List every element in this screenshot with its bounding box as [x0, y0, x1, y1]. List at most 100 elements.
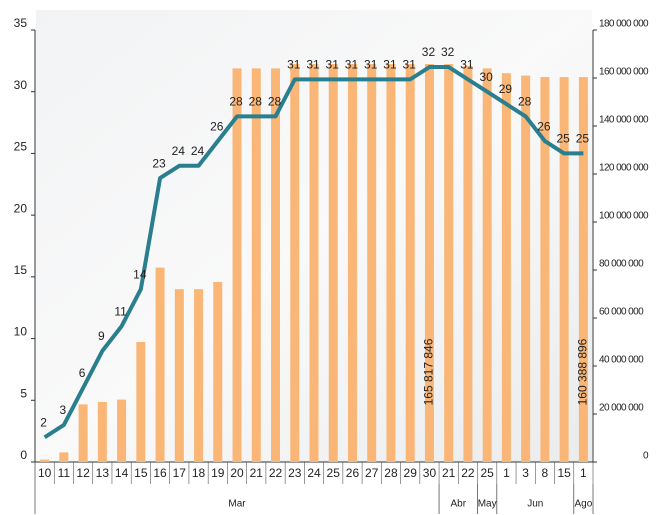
- bar: [251, 68, 261, 463]
- y2-tick-label: 180 000 000: [599, 19, 649, 30]
- y2-tick-label: 140 000 000: [599, 115, 649, 126]
- x-tick-label: 29: [404, 466, 418, 480]
- x-tick-label: 21: [250, 466, 264, 480]
- y-tick-label: 20: [14, 201, 28, 215]
- x-tick-label: 1: [503, 466, 510, 480]
- line-value-label: 31: [287, 58, 301, 72]
- line-value-label: 11: [114, 304, 127, 318]
- x-tick-label: 18: [192, 466, 206, 480]
- line-value-label: 3: [60, 403, 67, 417]
- line-value-label: 32: [441, 45, 455, 59]
- x-tick-label: 8: [542, 466, 549, 480]
- x-tick-label: 10: [38, 466, 52, 480]
- bar: [463, 66, 473, 462]
- bar: [40, 459, 50, 462]
- y2-tick-label: 60 000 000: [599, 307, 644, 318]
- y2-tick-label: 160 000 000: [599, 67, 649, 78]
- line: [43, 65, 584, 439]
- x-tick-label: 1: [580, 466, 587, 480]
- line-value-label: 29: [499, 82, 513, 96]
- y-tick-label: 5: [20, 386, 27, 400]
- group-label: Ago: [574, 499, 592, 510]
- bar: [367, 64, 377, 462]
- x-tick-label: 23: [288, 466, 302, 480]
- x-tick-label: 25: [327, 466, 341, 480]
- bar: [194, 289, 204, 462]
- x-tick-label: 17: [173, 466, 187, 480]
- bar: [117, 399, 127, 462]
- bar: [559, 77, 569, 462]
- bar: [482, 68, 492, 463]
- x-tick-label: 27: [365, 466, 379, 480]
- line-value-label: 31: [403, 58, 417, 72]
- line-value-label: 31: [364, 58, 378, 72]
- x-tick-label: 13: [96, 466, 110, 480]
- bar-value-label: 160 388 896: [576, 338, 590, 405]
- y-tick-label: 15: [14, 263, 28, 277]
- x-tick-label: 15: [134, 466, 148, 480]
- x-tick-label: 20: [230, 466, 244, 480]
- y-tick-label: 25: [14, 140, 28, 154]
- line-value-label: 31: [460, 58, 474, 72]
- bar: [424, 64, 434, 462]
- bar: [386, 64, 396, 462]
- x-tick-label: 28: [384, 466, 398, 480]
- y-tick-label: 0: [20, 448, 27, 462]
- line-value-label: 6: [79, 366, 86, 380]
- y2-tick-label: 100 000 000: [599, 211, 649, 222]
- bar: [290, 64, 300, 462]
- bar: [405, 64, 415, 462]
- y-tick-label: 10: [14, 325, 28, 339]
- bar: [78, 404, 88, 462]
- bar: [444, 64, 454, 462]
- line-value-label: 24: [191, 144, 205, 158]
- bar: [213, 282, 223, 462]
- y2-tick-label: 120 000 000: [599, 163, 649, 174]
- x-tick-label: 26: [346, 466, 360, 480]
- line-value-label: 23: [152, 156, 166, 170]
- line-value-label: 31: [326, 58, 340, 72]
- bar: [501, 73, 511, 462]
- bar: [309, 64, 319, 462]
- line-value-label: 32: [422, 45, 436, 59]
- line-value-label: 26: [537, 119, 551, 133]
- x-tick-label: 14: [115, 466, 129, 480]
- x-tick-label: 3: [522, 466, 529, 480]
- bar: [328, 64, 338, 462]
- line-value-label: 25: [576, 132, 590, 146]
- group-label: Mar: [228, 499, 246, 510]
- x-tick-label: 25: [480, 466, 494, 480]
- bar: [155, 267, 165, 462]
- x-tick-label: 15: [557, 466, 571, 480]
- x-tick-label: 12: [76, 466, 90, 480]
- bar: [271, 68, 281, 463]
- group-label: Abr: [451, 499, 467, 510]
- y2-tick-label: 40 000 000: [599, 355, 644, 366]
- bar: [136, 342, 146, 462]
- line-value-label: 30: [479, 70, 493, 84]
- y2-tick-label: 20 000 000: [599, 403, 644, 414]
- line-value-label: 25: [556, 132, 570, 146]
- bar-value-label: 165 817 846: [422, 338, 436, 405]
- bar: [232, 68, 242, 463]
- x-tick-label: 21: [442, 466, 456, 480]
- group-label: Jun: [527, 499, 543, 510]
- x-tick-label: 19: [211, 466, 225, 480]
- y2-tick-label: 0: [643, 451, 649, 462]
- line-value-label: 31: [345, 58, 359, 72]
- bar: [97, 402, 107, 462]
- line-value-label: 28: [229, 95, 243, 109]
- x-tick-label: 24: [307, 466, 321, 480]
- line-value-label: 31: [306, 58, 320, 72]
- x-tick-label: 16: [153, 466, 167, 480]
- x-tick-label: 30: [423, 466, 437, 480]
- x-tick-label: 11: [58, 466, 71, 480]
- line-value-label: 9: [98, 329, 105, 343]
- y2-tick-label: 80 000 000: [599, 259, 644, 270]
- line-value-label: 28: [518, 95, 532, 109]
- line-value-label: 2: [40, 415, 47, 429]
- x-tick-label: 22: [269, 466, 283, 480]
- line-value-label: 24: [172, 144, 186, 158]
- bar: [521, 75, 531, 462]
